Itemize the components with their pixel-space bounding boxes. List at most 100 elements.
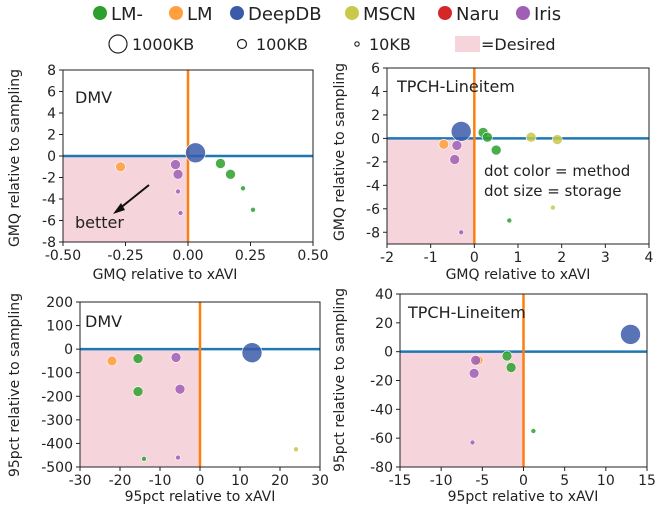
legend-lm-minus-marker bbox=[93, 6, 107, 20]
point-iris bbox=[469, 439, 476, 446]
x-tick-label: 15 bbox=[638, 473, 656, 489]
y-tick-label: 20 bbox=[375, 316, 393, 332]
point-iris bbox=[170, 159, 181, 170]
y-tick-label: -4 bbox=[42, 192, 56, 208]
axes-frame bbox=[79, 301, 321, 468]
point-lm- bbox=[530, 428, 537, 434]
point-iris bbox=[170, 352, 182, 363]
point-lm- bbox=[215, 158, 226, 169]
point-iris bbox=[175, 188, 181, 195]
y-axis-label: GMQ relative to sampling bbox=[7, 69, 23, 247]
y-ticks: -500 -400 -300 -200 -100 0 100 200 bbox=[41, 295, 80, 476]
x-tick-label: -15 bbox=[389, 473, 412, 489]
y-tick-label: -60 bbox=[370, 431, 393, 447]
annotation-dot-size: dot size = storage bbox=[484, 182, 622, 200]
arrow-shaft bbox=[118, 184, 150, 210]
annotation-better: better bbox=[75, 213, 124, 232]
point-lm- bbox=[250, 207, 256, 213]
desired-region bbox=[63, 156, 188, 242]
y-tick-label: -8 bbox=[42, 235, 56, 251]
y-tick-label: 200 bbox=[46, 295, 73, 311]
x-tick-label: -0.50 bbox=[45, 248, 81, 264]
data-points bbox=[468, 324, 641, 446]
y-ticks: -80 -60 -40 -20 0 20 40 bbox=[370, 287, 400, 476]
desired-region bbox=[400, 351, 524, 467]
x-tick-label: -1 bbox=[424, 250, 438, 266]
y-tick-label: -200 bbox=[41, 389, 73, 405]
subplot-dmv-gmq: -0.50 -0.25 0.00 0.25 0.50 -8 -6 -4 -2 0 2 4 6 8 DMV… bbox=[7, 63, 329, 283]
point-iris bbox=[451, 140, 463, 151]
y-tick-label: -400 bbox=[41, 436, 73, 452]
y-tick-label: 0 bbox=[47, 149, 56, 165]
point-lm- bbox=[132, 353, 144, 364]
y-tick-label: -4 bbox=[366, 178, 380, 194]
x-axis-label: GMQ relative to xAVI bbox=[93, 267, 238, 283]
legend-sizes: 1000KB 100KB 10KB =Desired bbox=[108, 34, 556, 54]
subplot-dmv-95pct: -30 -20 -10 0 10 20 30 -500-400-300-200-100010… bbox=[7, 293, 329, 505]
y-tick-label: 0 bbox=[384, 345, 393, 361]
legend-mscn-marker bbox=[345, 6, 359, 20]
point-lm- bbox=[506, 217, 513, 224]
point-iris bbox=[172, 169, 184, 180]
x-tick-label: 2 bbox=[557, 250, 566, 266]
y-axis-label: 95pct relative to sampling bbox=[332, 288, 348, 472]
x-ticks: -2 -1 0 1 2 3 4 bbox=[380, 244, 654, 266]
legend-naru-label: Naru bbox=[456, 4, 499, 25]
x-tick-label: 0 bbox=[196, 473, 205, 489]
y-tick-label: 40 bbox=[375, 287, 393, 303]
x-tick-label: -0.25 bbox=[107, 248, 143, 264]
y-tick-label: -6 bbox=[366, 202, 380, 218]
point-iris bbox=[449, 154, 461, 165]
y-tick-label: 4 bbox=[371, 84, 380, 100]
subplot-title: TPCH-Lineitem bbox=[407, 303, 526, 322]
subplot-tpch-gmq: -2 -1 0 1 2 3 4 -8 -6 -4 -2 0 2 4 6 TPCH-Lineitem dot… bbox=[332, 61, 654, 283]
x-tick-label: 0 bbox=[470, 250, 479, 266]
legend-desired-swatch bbox=[455, 36, 480, 52]
x-tick-label: 0 bbox=[519, 473, 528, 489]
point-lm- bbox=[132, 386, 144, 397]
subplot-title: DMV bbox=[85, 312, 122, 331]
y-tick-label: -8 bbox=[366, 225, 380, 241]
legend-deepdb-label: DeepDB bbox=[248, 4, 322, 25]
desired-region bbox=[387, 138, 475, 244]
axes-frame bbox=[386, 67, 650, 245]
point-mscn bbox=[551, 134, 563, 145]
y-tick-label: -500 bbox=[41, 460, 73, 476]
x-tick-label: 0.25 bbox=[235, 248, 266, 264]
point-mscn bbox=[550, 204, 556, 211]
point-iris bbox=[470, 354, 482, 366]
arrow-head bbox=[113, 203, 125, 214]
point-lm- bbox=[505, 362, 517, 373]
subplot-tpch-95pct: -15 -10 -5 0 5 10 15 -80 -60 -40 -20 0 20 40 TPCH-Li… bbox=[332, 287, 656, 505]
legend-size-1000kb-marker bbox=[108, 34, 128, 54]
x-tick-label: 10 bbox=[231, 473, 249, 489]
point-deepdb bbox=[241, 342, 263, 364]
y-tick-label: 2 bbox=[371, 108, 380, 124]
point-iris bbox=[175, 454, 181, 461]
data-points bbox=[115, 142, 256, 216]
legend-desired-label: =Desired bbox=[481, 35, 556, 54]
y-tick-label: 8 bbox=[47, 63, 56, 79]
y-tick-label: -2 bbox=[366, 155, 380, 171]
y-tick-label: 2 bbox=[47, 128, 56, 144]
legend-lm-label: LM bbox=[187, 4, 213, 25]
y-tick-label: -40 bbox=[370, 402, 393, 418]
y-ticks: -8 -6 -4 -2 0 2 4 6 bbox=[366, 61, 387, 241]
legend-methods: LM- LM DeepDB MSCN Naru Iris bbox=[93, 4, 561, 25]
legend-size-100kb-label: 100KB bbox=[256, 35, 308, 54]
point-lm- bbox=[240, 185, 246, 192]
x-tick-label: 10 bbox=[597, 473, 615, 489]
y-tick-label: -100 bbox=[41, 366, 73, 382]
x-ticks: -0.50 -0.25 0.00 0.25 0.50 bbox=[45, 242, 329, 264]
point-iris bbox=[177, 210, 184, 216]
y-ticks: -8 -6 -4 -2 0 2 4 6 8 bbox=[42, 63, 63, 251]
y-tick-label: 0 bbox=[64, 342, 73, 358]
x-tick-label: 3 bbox=[601, 250, 610, 266]
legend-lm-marker bbox=[169, 6, 183, 20]
data-points bbox=[438, 121, 563, 236]
x-tick-label: 1 bbox=[514, 250, 523, 266]
x-axis-label: 95pct relative to xAVI bbox=[125, 489, 276, 505]
point-deepdb bbox=[620, 324, 641, 345]
